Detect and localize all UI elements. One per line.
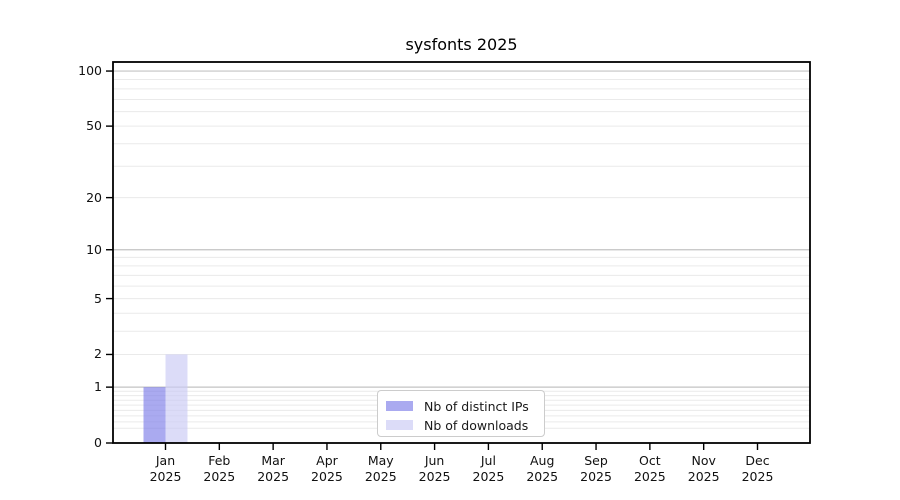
legend-label-distinct-ips: Nb of distinct IPs	[424, 398, 529, 414]
bar-nb-of-downloads	[165, 354, 188, 443]
legend-swatch-downloads-icon	[386, 420, 413, 430]
x-tick-year: 2025	[149, 469, 182, 484]
x-tick-year: 2025	[203, 469, 236, 484]
y-tick-label: 5	[94, 290, 102, 306]
x-tick-month: Feb	[208, 453, 231, 468]
x-tick-month: Dec	[745, 453, 770, 468]
x-tick-year: 2025	[364, 469, 397, 484]
x-tick-label: Dec 2025	[726, 453, 790, 485]
x-tick-year: 2025	[257, 469, 290, 484]
x-tick-label: Oct 2025	[618, 453, 682, 485]
x-tick-year: 2025	[472, 469, 505, 484]
x-tick-year: 2025	[580, 469, 612, 484]
x-tick-label: Aug 2025	[510, 453, 574, 485]
x-tick-label: Jun 2025	[403, 453, 467, 485]
x-tick-month: Apr	[316, 453, 338, 468]
plot-frame	[112, 61, 811, 444]
x-tick-month: Jan	[155, 453, 176, 468]
chart-title: sysfonts 2025	[405, 35, 518, 54]
legend-item-distinct-ips: Nb of distinct IPs	[386, 398, 544, 414]
x-tick-label: May 2025	[349, 453, 413, 485]
y-tick-label: 1	[94, 379, 102, 395]
legend-label-downloads: Nb of downloads	[424, 417, 529, 433]
x-tick-month: Jul	[480, 453, 496, 468]
x-tick-month: Jun	[424, 453, 445, 468]
x-tick-label: Jul 2025	[456, 453, 520, 485]
x-tick-month: Oct	[639, 453, 661, 468]
y-tick-label: 20	[86, 189, 102, 205]
x-tick-month: Nov	[691, 453, 716, 468]
x-tick-label: Jan 2025	[134, 453, 198, 485]
x-tick-month: May	[367, 453, 394, 468]
x-tick-label: Feb 2025	[187, 453, 251, 485]
x-tick-label: Mar 2025	[241, 453, 305, 485]
x-tick-label: Apr 2025	[295, 453, 359, 485]
y-tick-label: 50	[86, 118, 102, 134]
x-tick-month: Sep	[584, 453, 608, 468]
legend-item-downloads: Nb of downloads	[386, 417, 544, 433]
y-tick-label: 100	[78, 63, 102, 79]
legend: Nb of distinct IPs Nb of downloads	[377, 390, 545, 437]
x-tick-year: 2025	[741, 469, 774, 484]
x-tick-year: 2025	[526, 469, 559, 484]
x-tick-month: Mar	[261, 453, 285, 468]
x-tick-month: Aug	[530, 453, 555, 468]
y-tick-label: 0	[94, 435, 102, 450]
x-tick-year: 2025	[633, 469, 666, 484]
x-tick-year: 2025	[687, 469, 720, 484]
y-tick-label: 10	[86, 241, 102, 257]
x-tick-year: 2025	[311, 469, 343, 484]
x-tick-label: Sep 2025	[564, 453, 628, 485]
bar-nb-of-distinct-ips	[143, 387, 166, 443]
y-tick-label: 2	[94, 346, 102, 362]
legend-swatch-distinct-ips-icon	[386, 401, 413, 411]
x-tick-label: Nov 2025	[672, 453, 736, 485]
x-tick-year: 2025	[418, 469, 451, 484]
